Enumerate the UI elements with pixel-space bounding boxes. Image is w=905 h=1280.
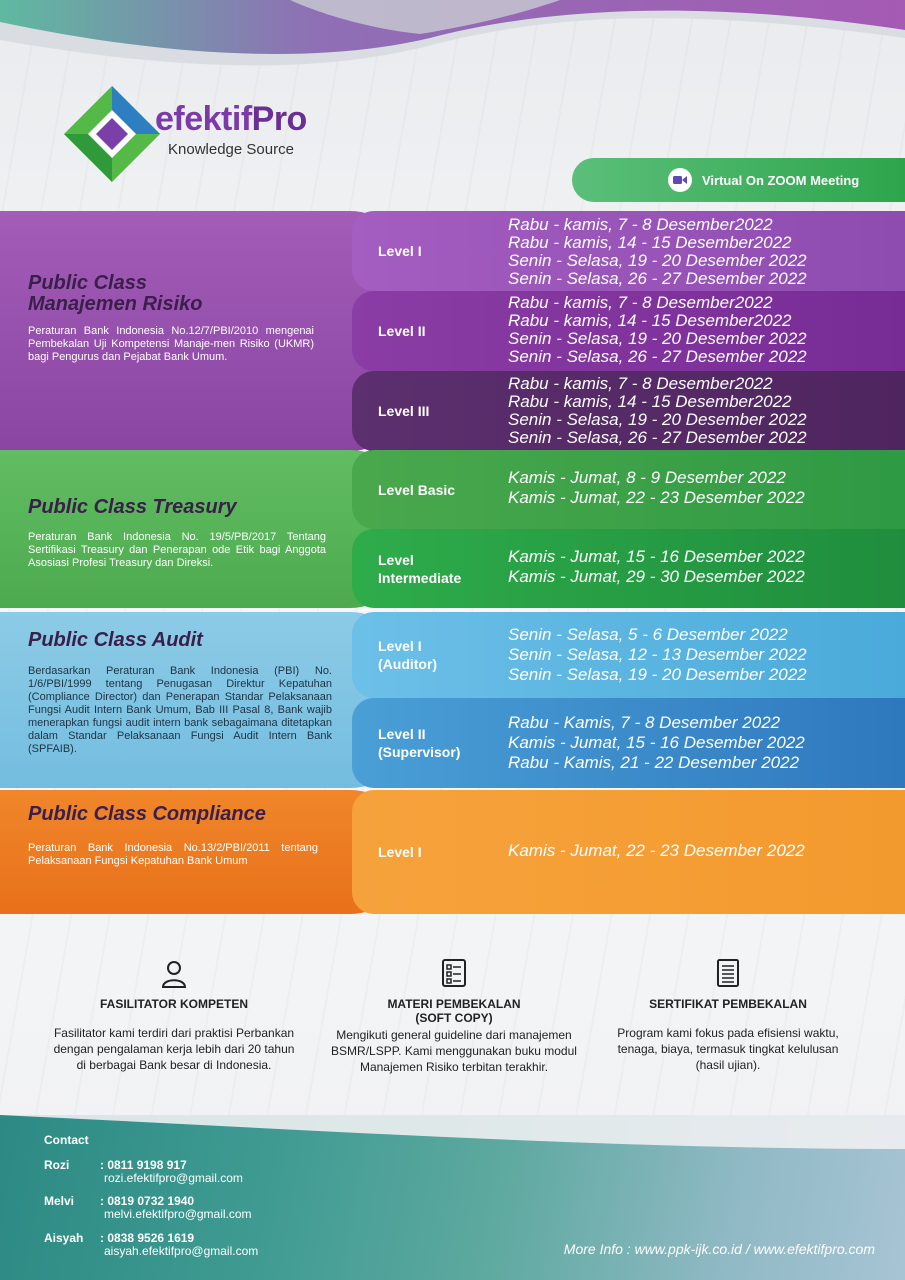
level-row: Level I Rabu - kamis, 7 - 8 Desember2022… [352, 211, 905, 291]
brand-tagline: Knowledge Source [168, 141, 294, 158]
level-label: Level I (Auditor) [378, 638, 438, 672]
section-title: Public Class Audit [28, 629, 203, 651]
section-title: Public Class Compliance [28, 803, 266, 825]
level-row: Level II (Supervisor) Rabu - Kamis, 7 - 8… [352, 698, 905, 788]
logo-mark [64, 86, 160, 182]
contact-phone[interactable]: : 0811 9198 917 [100, 1158, 187, 1172]
level-label: Level I [378, 243, 422, 259]
section-panel [0, 790, 410, 914]
section-description: Peraturan Bank Indonesia No.13/2/PBI/201… [28, 842, 318, 867]
certificate-icon [717, 959, 739, 987]
feature-description: Fasilitator kami terdiri dari praktisi P… [53, 1026, 295, 1072]
contact-email[interactable]: rozi.efektifpro@gmail.com [104, 1171, 243, 1185]
schedule-dates: Rabu - Kamis, 7 - 8 Desember 2022 Kamis -… [508, 713, 805, 772]
level-label: Level III [378, 403, 430, 419]
person-icon [161, 961, 187, 988]
contact-name: Melvi [44, 1194, 75, 1208]
feature-title: SERTIFIKAT PEMBEKALAN [649, 997, 807, 1011]
schedule-dates: Rabu - kamis, 7 - 8 Desember2022 Rabu - k… [508, 374, 807, 447]
schedule-dates: Kamis - Jumat, 8 - 9 Desember 2022 Kamis … [508, 468, 805, 507]
contact-email[interactable]: melvi.efektifpro@gmail.com [104, 1207, 252, 1221]
level-label: Level I [378, 844, 422, 860]
section-description: Berdasarkan Peraturan Bank Indonesia (PB… [28, 665, 332, 755]
more-info-links[interactable]: More Info : www.ppk-ijk.co.id / www.efek… [563, 1241, 875, 1257]
section-title: Public Class Treasury [28, 496, 237, 518]
level-row: Level II Rabu - kamis, 7 - 8 Desember202… [352, 291, 905, 371]
section-panel [0, 450, 410, 608]
section-treasury: Public Class Treasury Peraturan Bank Ind… [0, 450, 905, 608]
section-title: Public Class Manajemen Risiko [28, 272, 203, 315]
schedule-dates: Kamis - Jumat, 15 - 16 Desember 2022 Kami… [508, 547, 805, 586]
feature-fasilitator: FASILITATOR KOMPETEN Fasilitator kami te… [49, 958, 299, 1073]
level-label: Level II (Supervisor) [378, 726, 461, 760]
section-compliance: Public Class Compliance Peraturan Bank I… [0, 790, 905, 914]
schedule-dates: Senin - Selasa, 5 - 6 Desember 2022 Senin… [508, 625, 807, 684]
footer-slant [0, 1115, 905, 1149]
contact-email[interactable]: aisyah.efektifpro@gmail.com [104, 1244, 259, 1258]
contact-heading: Contact [44, 1133, 89, 1147]
zoom-badge: Virtual On ZOOM Meeting [572, 158, 905, 202]
level-row: Level I Kamis - Jumat, 22 - 23 Desember … [352, 790, 905, 914]
level-label: Level II [378, 323, 426, 339]
level-row: Level Basic Kamis - Jumat, 8 - 9 Desembe… [352, 450, 905, 529]
footer: Contact Rozi : 0811 9198 917 rozi.efekti… [0, 1115, 905, 1280]
feature-sertifikat: SERTIFIKAT PEMBEKALAN Program kami fokus… [603, 958, 853, 1073]
contact-name: Aisyah [44, 1231, 84, 1245]
section-manajemen-risiko: Public Class Manajemen Risiko Peraturan … [0, 211, 905, 451]
level-row: Level I (Auditor) Senin - Selasa, 5 - 6 D… [352, 612, 905, 698]
zoom-label: Virtual On ZOOM Meeting [702, 172, 860, 188]
feature-materi: MATERI PEMBEKALAN (SOFT COPY) Mengikuti g… [329, 958, 579, 1075]
section-description: Peraturan Bank Indonesia No.12/7/PBI/201… [28, 325, 314, 363]
level-label: Level Intermediate [378, 551, 462, 586]
section-audit: Public Class Audit Berdasarkan Peraturan… [0, 612, 905, 788]
schedule-dates: Kamis - Jumat, 22 - 23 Desember 2022 [508, 841, 805, 860]
schedule-dates: Rabu - kamis, 7 - 8 Desember2022 Rabu - k… [508, 215, 807, 288]
contact-name: Rozi [44, 1158, 70, 1172]
level-label: Level Basic [378, 481, 456, 498]
level-row: Level III Rabu - kamis, 7 - 8 Desember20… [352, 371, 905, 451]
checklist-icon [442, 959, 466, 987]
video-camera-icon [668, 168, 692, 192]
section-panel [0, 612, 410, 788]
contact-phone[interactable]: : 0838 9526 1619 [100, 1231, 195, 1245]
brand-name: efektifPro [155, 100, 307, 138]
feature-description: Mengikuti general guideline dari manajem… [331, 1028, 577, 1074]
top-swoosh [0, 0, 905, 66]
level-row: Level Intermediate Kamis - Jumat, 15 - 16… [352, 529, 905, 608]
contact-phone[interactable]: : 0819 0732 1940 [100, 1194, 195, 1208]
feature-title: MATERI PEMBEKALAN (SOFT COPY) [387, 997, 521, 1025]
feature-description: Program kami fokus pada efisiensi waktu,… [617, 1026, 839, 1072]
feature-title: FASILITATOR KOMPETEN [99, 997, 248, 1011]
section-description: Peraturan Bank Indonesia No. 19/5/PB/201… [28, 531, 326, 569]
schedule-dates: Rabu - kamis, 7 - 8 Desember2022 Rabu - k… [508, 293, 807, 366]
section-panel [0, 211, 410, 451]
